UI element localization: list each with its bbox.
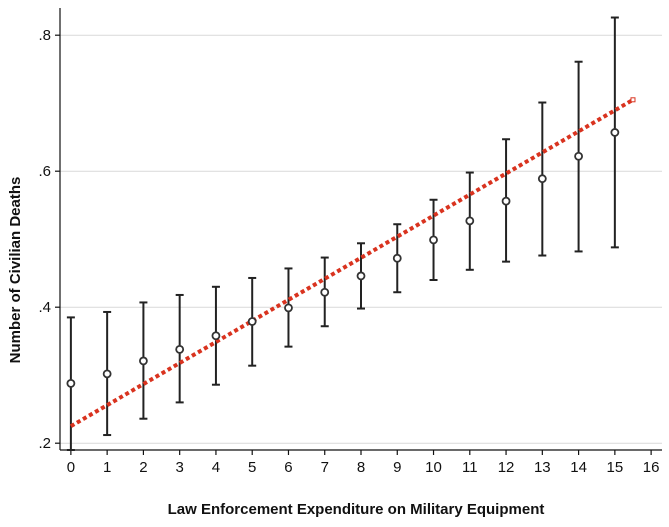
fit-line-end-marker bbox=[630, 97, 636, 103]
data-point bbox=[610, 128, 620, 137]
data-point bbox=[211, 331, 221, 341]
x-tick-label: 9 bbox=[393, 459, 401, 476]
x-tick-label: 15 bbox=[607, 459, 624, 476]
data-point bbox=[66, 378, 76, 388]
x-tick-label: 13 bbox=[534, 459, 551, 476]
x-tick-label: 8 bbox=[357, 459, 365, 476]
data-point bbox=[429, 235, 438, 245]
axes bbox=[55, 8, 662, 455]
x-tick-label: 11 bbox=[462, 459, 478, 476]
data-point bbox=[574, 151, 583, 161]
x-tick-label: 5 bbox=[248, 459, 256, 476]
fit-line-group bbox=[69, 97, 636, 428]
error-bars bbox=[66, 16, 619, 451]
y-axis-title: Number of Civilian Deaths bbox=[7, 177, 24, 364]
x-tick-label: 0 bbox=[67, 459, 75, 476]
x-tick-label: 16 bbox=[643, 459, 660, 476]
tick-labels: .2.4.6.80 1 2 3 4 5 6 7 8 9 10 11 12 13 14 15 16 bbox=[38, 27, 659, 476]
y-tick-label: .4 bbox=[38, 299, 51, 316]
x-tick-label: 2 bbox=[139, 459, 147, 476]
data-point bbox=[392, 253, 402, 263]
data-point bbox=[537, 174, 547, 184]
data-point bbox=[284, 303, 293, 313]
y-tick-label: .6 bbox=[38, 163, 51, 180]
x-tick-label: 10 bbox=[425, 459, 442, 476]
x-tick-label: 14 bbox=[570, 459, 587, 476]
data-point bbox=[320, 287, 330, 297]
x-tick-label: 12 bbox=[498, 459, 515, 476]
x-tick-label: 7 bbox=[321, 459, 329, 476]
data-point bbox=[356, 271, 366, 281]
data-point bbox=[247, 317, 257, 326]
data-points bbox=[66, 128, 620, 388]
fit-line bbox=[69, 98, 634, 428]
data-point bbox=[465, 216, 475, 226]
x-axis-title: Law Enforcement Expenditure on Military … bbox=[168, 501, 545, 518]
grid-lines bbox=[60, 34, 662, 444]
data-point bbox=[175, 344, 185, 354]
data-point bbox=[102, 369, 112, 379]
y-tick-label: .2 bbox=[38, 435, 51, 452]
x-tick-label: 4 bbox=[212, 459, 220, 476]
x-tick-label: 6 bbox=[284, 459, 292, 476]
data-point bbox=[139, 356, 148, 366]
x-tick-label: 3 bbox=[176, 459, 184, 476]
y-tick-label: .8 bbox=[38, 27, 51, 44]
data-point bbox=[501, 196, 511, 206]
x-tick-label: 1 bbox=[103, 459, 111, 476]
